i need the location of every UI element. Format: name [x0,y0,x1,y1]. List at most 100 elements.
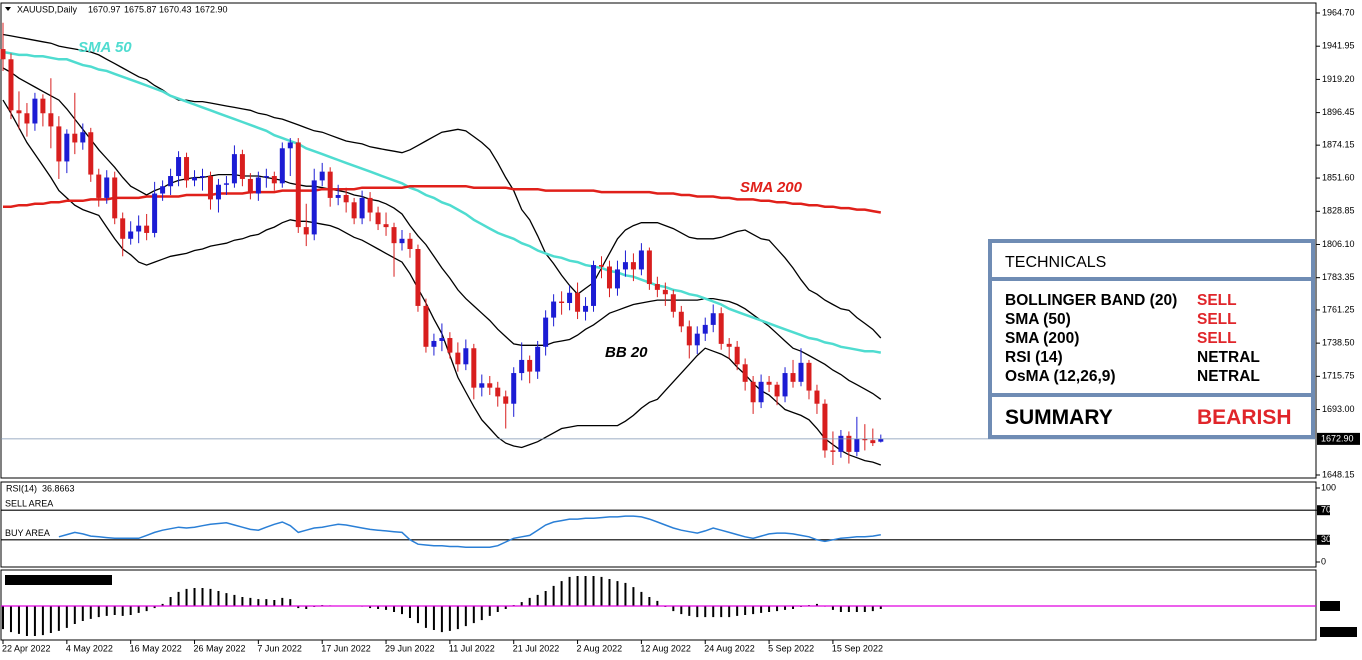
candle-body [311,180,317,235]
candle-body [694,333,700,346]
candle-body [870,440,876,444]
candle-body [40,98,46,114]
osma-axis-box [1320,627,1357,637]
x-tick-label: 15 Sep 2022 [832,643,883,653]
candle-body [431,340,437,347]
candle-body [455,352,461,365]
x-tick-label: 24 Aug 2022 [704,643,755,653]
y-tick-label: 1761.25 [1322,304,1355,314]
candle-body [399,238,405,244]
y-tick-label: 1828.85 [1322,206,1355,216]
candle-body [215,184,221,200]
y-tick-label: 1851.60 [1322,172,1355,182]
candle-body [343,194,349,203]
candle-body [176,157,182,177]
x-tick-label: 7 Jun 2022 [257,643,302,653]
menu-arrow [5,7,11,11]
close: 1672.90 [195,4,228,14]
candle-body [48,113,54,127]
candle-body [535,346,541,372]
candle-body [231,154,237,184]
candle-body [8,59,14,111]
candle-body [0,49,6,60]
candle-body [678,311,684,327]
candle-body [335,194,341,198]
candle-body [495,387,501,397]
candle-body [112,177,118,219]
candle-body [447,338,453,353]
y-tick-label: 1693.00 [1322,404,1355,414]
candle-body [128,231,134,239]
candle-body [646,250,652,285]
candle-body [551,301,557,318]
candle-body [798,362,804,382]
signal: NETRAL [1197,349,1260,366]
candle-body [255,177,261,194]
candle-body [263,176,269,178]
x-tick-label: 29 Jun 2022 [385,643,435,653]
candle-body [543,317,549,347]
indicator: SMA (200) [1005,330,1080,347]
candle-body [654,284,660,290]
osma-axis-box [1320,601,1340,611]
x-tick-label: 4 May 2022 [66,643,113,653]
candle-body [184,157,190,181]
candle-body [567,292,573,304]
x-tick-label: 12 Aug 2022 [640,643,691,653]
indicator: OsMA (12,26,9) [1005,368,1116,385]
y-tick-label: 1964.70 [1322,7,1355,17]
candle-body [351,202,357,219]
x-tick-label: 26 May 2022 [194,643,246,653]
candle-body [750,381,756,403]
candle-body [439,338,445,341]
candle-body [838,435,844,452]
level-box [1317,534,1330,545]
row: SMA (200) SELL [1005,330,1311,349]
y-tick-label: 1715.75 [1322,371,1355,381]
candle-body [559,301,565,304]
candle-body [168,176,174,187]
candle-body [599,265,604,267]
low: 1670.43 [159,4,192,14]
candle-body [758,381,764,403]
candle-body [80,132,86,143]
y-tick-label: 1806.10 [1322,239,1355,249]
y-tick-label: 1648.15 [1322,469,1355,479]
candle-body [742,364,748,382]
candle-body [782,373,788,397]
candle-body [72,133,78,143]
indicator: BOLLINGER BAND (20) [1005,292,1178,309]
x-tick-label: 16 May 2022 [130,643,182,653]
candle-body [207,176,213,200]
band-line [2,33,882,339]
high: 1675.87 [124,4,157,14]
summary-label: SUMMARY [1005,406,1113,429]
last-price-box [1317,432,1360,445]
candle-body [519,359,525,374]
candle-body [591,265,597,306]
candle-body [614,269,620,289]
candle-body [622,262,628,270]
technicals-title: TECHNICALS [992,243,1311,281]
candle-body [606,266,612,289]
candle-body [88,132,94,175]
technicals-panel: TECHNICALS BOLLINGER BAND (20) SELL SMA (… [988,239,1315,439]
x-tick-label: 21 Jul 2022 [513,643,560,653]
candle-body [375,212,381,225]
candle-body [575,292,581,312]
candle-body [822,403,828,451]
candle-body [223,183,229,185]
candle-body [160,186,166,194]
candle-body [295,142,301,228]
signal: SELL [1197,311,1237,328]
rsi-title: RSI(14) [6,483,37,493]
candle-body [830,450,836,452]
candle-body [527,359,533,372]
candle-body [359,197,365,219]
indicator: RSI (14) [1005,349,1063,366]
band-line [2,67,882,400]
candle-body [583,305,589,312]
row: SMA (50) SELL [1005,311,1311,330]
